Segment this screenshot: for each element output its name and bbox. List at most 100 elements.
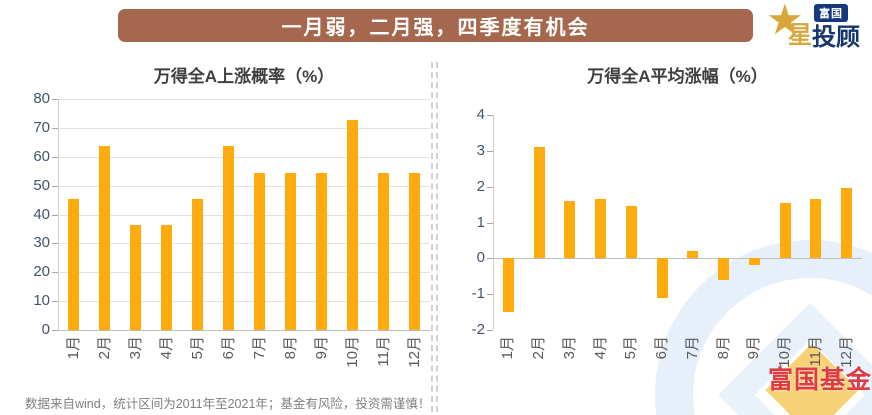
bar-2月 — [533, 147, 545, 259]
y-tick-mark — [487, 330, 493, 331]
logo-badge: 富国 — [814, 4, 848, 22]
page-title: 一月弱，二月强，四季度有机会 — [118, 9, 753, 42]
x-axis-label: 1月 — [499, 336, 517, 360]
x-axis-label: 3月 — [560, 336, 578, 360]
x-axis-label: 8月 — [281, 336, 299, 360]
right-chart-title: 万得全A平均涨幅（%） — [587, 67, 768, 86]
y-axis-label: 40 — [33, 205, 50, 223]
gridline-20 — [58, 272, 430, 274]
bar-7月 — [687, 251, 699, 259]
y-tick-mark — [52, 301, 58, 303]
x-axis-label: 1月 — [64, 336, 82, 360]
x-axis-label: 4月 — [591, 336, 609, 360]
bar-4月 — [595, 199, 607, 259]
bar-1月 — [68, 198, 79, 330]
y-tick-mark — [487, 294, 493, 296]
y-axis-label: 70 — [33, 118, 50, 136]
y-tick-mark — [52, 243, 58, 245]
y-axis-label: 0 — [476, 249, 485, 267]
data-source-disclaimer: 数据来自wind，统计区间为2011年至2021年；基金有风险，投资需谨慎！ — [25, 397, 431, 411]
x-axis-label: 5月 — [622, 336, 640, 360]
gridline-50 — [58, 185, 430, 187]
x-axis-label: 7月 — [683, 336, 701, 360]
y-axis-label: 0 — [41, 321, 50, 338]
y-axis-label: 2 — [476, 177, 485, 195]
logo-star-word: 星 — [788, 22, 812, 49]
bar-12月 — [409, 172, 420, 330]
bar-10月 — [347, 120, 358, 330]
bar-8月 — [718, 258, 730, 280]
x-axis-label: 3月 — [126, 336, 144, 360]
bar-8月 — [285, 172, 296, 330]
bar-11月 — [378, 172, 389, 330]
bar-6月 — [656, 258, 668, 298]
x-axis-label: 2月 — [95, 336, 113, 360]
y-axis-label: 3 — [476, 141, 485, 159]
vertical-dashed-divider — [431, 62, 438, 412]
fullgoal-star-advisor-logo: ★ 星 富国 投顾 — [766, 0, 872, 51]
y-axis-label: 4 — [476, 106, 485, 123]
bar-12月 — [841, 188, 853, 259]
bar-5月 — [625, 206, 637, 259]
y-tick-mark — [487, 258, 493, 260]
y-axis-label: -2 — [471, 321, 485, 338]
bar-5月 — [192, 198, 203, 330]
left-chart-title: 万得全A上涨概率（%） — [153, 67, 335, 86]
x-axis-label: 10月 — [776, 336, 794, 368]
gridline-40 — [58, 214, 430, 216]
y-axis-label: 60 — [33, 147, 50, 165]
y-axis-label: -1 — [471, 285, 485, 303]
y-axis-label: 20 — [33, 263, 50, 281]
right-chart-plot-area: -2 -1 0 1 2 3 4 1月 2月 3月 4月 5月 6月 7月 8月 9月 10月 11月 12月 — [472, 106, 862, 368]
y-axis-label: 1 — [476, 213, 485, 231]
y-axis-label: 50 — [33, 176, 50, 194]
x-axis-label: 7月 — [250, 336, 268, 360]
bar-1月 — [502, 258, 514, 313]
x-axis-label: 11月 — [806, 336, 824, 367]
y-tick-mark — [487, 186, 493, 188]
bar-4月 — [161, 224, 172, 330]
y-axis-label: 30 — [33, 234, 50, 252]
y-tick-mark — [487, 222, 493, 224]
y-tick-mark — [52, 330, 58, 331]
bar-9月 — [748, 258, 760, 266]
y-axis-label: 10 — [33, 292, 50, 310]
x-axis-label: 6月 — [219, 336, 237, 360]
x-axis-label: 10月 — [343, 336, 361, 368]
x-axis-label: 9月 — [745, 336, 763, 360]
x-axis-label: 8月 — [714, 336, 732, 360]
zero-axis-line — [58, 330, 430, 331]
y-tick-mark — [52, 127, 58, 129]
bar-11月 — [810, 199, 822, 259]
x-axis-label: 4月 — [157, 336, 175, 360]
bar-9月 — [316, 172, 327, 330]
bar-10月 — [779, 202, 791, 259]
x-axis-label: 5月 — [188, 336, 206, 360]
y-tick-mark — [52, 214, 58, 216]
y-tick-mark — [52, 99, 58, 100]
bar-3月 — [130, 224, 141, 330]
bar-6月 — [223, 146, 234, 330]
gridline-30 — [58, 243, 430, 245]
left-chart-plot-area: 0 10 20 30 40 50 60 70 80 1月 2月 3月 4月 5月 6月 7月 8月 9月 10月 11… — [33, 90, 430, 368]
bar-7月 — [254, 172, 265, 330]
star-icon: ★ — [766, 0, 804, 43]
gridline-70 — [58, 127, 430, 129]
x-axis-label: 12月 — [837, 336, 855, 368]
gridline-80 — [58, 99, 430, 100]
bar-2月 — [99, 146, 110, 330]
x-axis-label: 12月 — [405, 336, 423, 368]
gridline-60 — [58, 156, 430, 158]
y-tick-mark — [487, 150, 493, 152]
x-axis-label: 11月 — [374, 336, 392, 367]
logo-suffix: 投顾 — [812, 24, 860, 51]
y-tick-mark — [487, 115, 493, 116]
bar-3月 — [564, 201, 576, 259]
x-axis-label: 2月 — [530, 336, 548, 360]
y-tick-mark — [52, 185, 58, 187]
x-axis-label: 9月 — [312, 336, 330, 360]
y-axis-label: 80 — [33, 90, 50, 107]
y-tick-mark — [52, 156, 58, 158]
gridline-10 — [58, 301, 430, 303]
